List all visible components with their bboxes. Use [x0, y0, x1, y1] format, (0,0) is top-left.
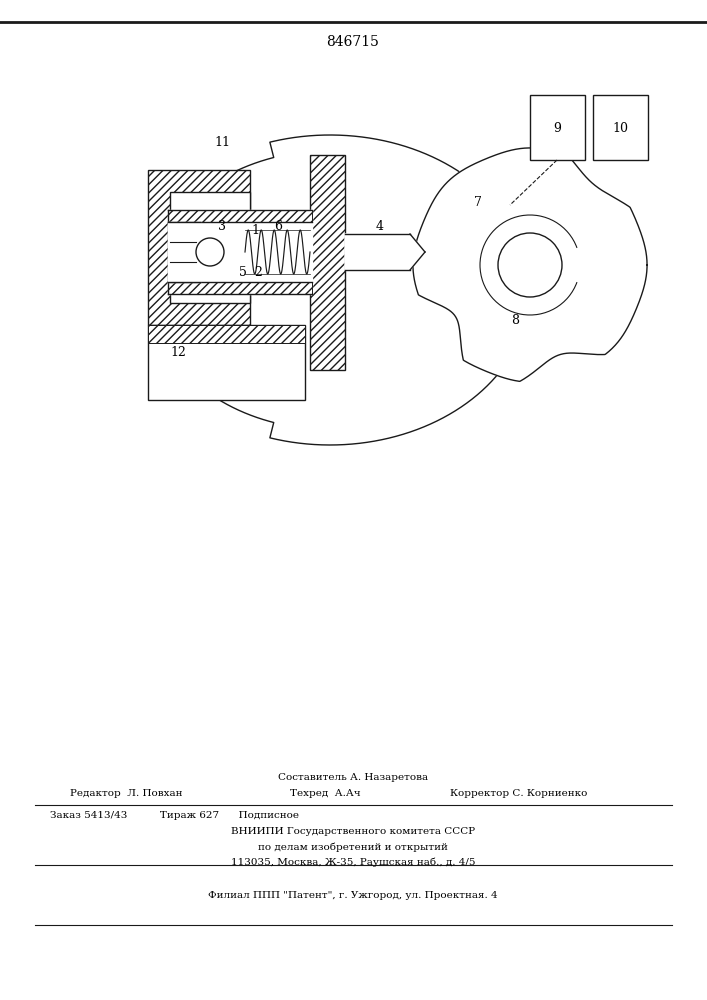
Text: 11: 11 [214, 135, 230, 148]
Circle shape [196, 238, 224, 266]
Polygon shape [159, 135, 540, 445]
Text: 8: 8 [511, 314, 519, 326]
Text: 9: 9 [553, 121, 561, 134]
Text: Техред  А.Ач: Техред А.Ач [290, 788, 361, 798]
Text: 6: 6 [274, 221, 282, 233]
Text: Корректор С. Корниенко: Корректор С. Корниенко [450, 788, 588, 798]
Circle shape [498, 233, 562, 297]
Text: 846715: 846715 [327, 35, 380, 49]
Text: 5: 5 [239, 265, 247, 278]
Text: 2: 2 [254, 265, 262, 278]
Text: 7: 7 [474, 196, 482, 209]
Text: 10: 10 [612, 121, 628, 134]
Polygon shape [168, 210, 312, 222]
Text: 113035, Москва, Ж-35, Раушская наб., д. 4/5: 113035, Москва, Ж-35, Раушская наб., д. … [230, 857, 475, 867]
Text: Составитель А. Назаретова: Составитель А. Назаретова [278, 772, 428, 782]
Text: ВНИИПИ Государственного комитета СССР: ВНИИПИ Государственного комитета СССР [231, 828, 475, 836]
Polygon shape [168, 210, 312, 294]
Bar [593, 95, 648, 160]
Polygon shape [170, 192, 250, 303]
Polygon shape [168, 222, 200, 282]
Polygon shape [148, 325, 305, 343]
Polygon shape [168, 282, 312, 294]
Polygon shape [413, 148, 647, 381]
Text: 1: 1 [251, 224, 259, 236]
Polygon shape [310, 155, 345, 370]
Text: 4: 4 [376, 221, 384, 233]
Polygon shape [148, 325, 305, 400]
Bar [530, 95, 585, 160]
Text: Редактор  Л. Повхан: Редактор Л. Повхан [70, 788, 182, 798]
Text: 12: 12 [170, 346, 186, 359]
Text: 3: 3 [218, 220, 226, 232]
Text: Филиал ППП "Патент", г. Ужгород, ул. Проектная. 4: Филиал ППП "Патент", г. Ужгород, ул. Про… [208, 890, 498, 900]
Polygon shape [148, 170, 250, 325]
Polygon shape [345, 234, 425, 270]
Text: по делам изобретений и открытий: по делам изобретений и открытий [258, 842, 448, 852]
Text: Заказ 5413/43          Тираж 627      Подписное: Заказ 5413/43 Тираж 627 Подписное [50, 810, 299, 820]
